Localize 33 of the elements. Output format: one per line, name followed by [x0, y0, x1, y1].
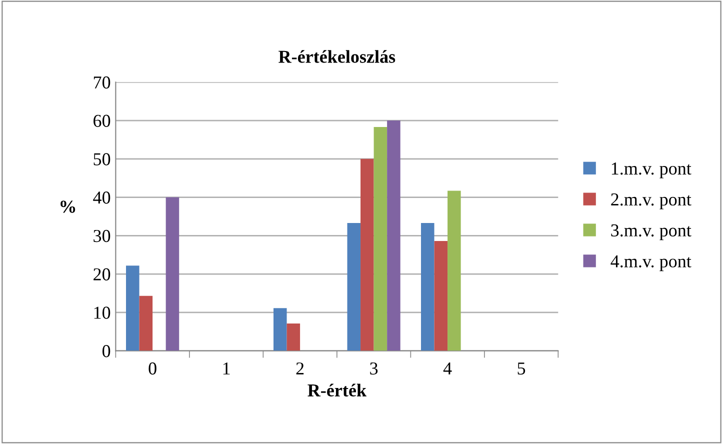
chart-title: R-értékeloszlás — [278, 50, 396, 63]
y-tick-label: 20 — [94, 268, 110, 280]
x-tick-label: 0 — [148, 362, 156, 375]
bar — [387, 120, 400, 351]
x-tick-label: 2 — [296, 362, 304, 374]
y-tick-label: 50 — [94, 153, 110, 166]
bar — [139, 296, 153, 351]
bar — [374, 127, 388, 351]
bar — [166, 197, 180, 351]
bar — [434, 241, 448, 351]
y-tick-label: 30 — [94, 230, 110, 242]
bar — [126, 266, 140, 351]
bar — [420, 222, 434, 351]
x-tick-label: 3 — [370, 362, 378, 375]
bar — [286, 324, 300, 351]
legend-label: 2.m.v. pont — [611, 193, 692, 210]
y-tick-label: 70 — [94, 76, 110, 89]
y-tick-label: 10 — [94, 306, 110, 319]
x-tick-label: 5 — [518, 362, 526, 375]
y-tick-label: 40 — [93, 192, 110, 204]
x-axis-title: R-érték — [308, 384, 366, 397]
y-tick-label: 60 — [94, 114, 110, 127]
x-tick-label: 4 — [443, 362, 452, 374]
bar — [448, 190, 461, 351]
y-axis-title: % — [60, 200, 76, 213]
legend-label: 3.m.v. pont — [611, 224, 692, 240]
bar — [360, 158, 374, 351]
y-tick-label: 0 — [102, 345, 110, 358]
bar — [273, 308, 287, 351]
bar — [347, 222, 361, 351]
legend-label: 4.m.v. pont — [610, 255, 692, 272]
legend-label: 1.m.v. pont — [612, 162, 692, 178]
x-tick-label: 1 — [223, 362, 230, 374]
